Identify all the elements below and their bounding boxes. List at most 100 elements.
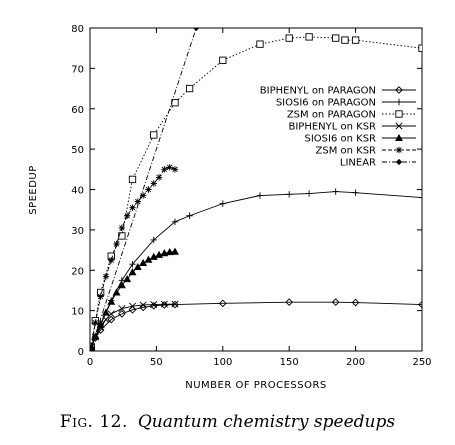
data-point-marker [139, 301, 147, 309]
data-point-marker [256, 192, 264, 199]
data-point-marker [108, 256, 115, 264]
legend-marker [395, 110, 403, 118]
y-tick-label: 80 [71, 24, 84, 35]
data-point-marker [112, 288, 121, 296]
legend-label: ZSM on KSR [316, 146, 377, 157]
data-point-marker [256, 40, 264, 48]
data-point-marker [332, 34, 340, 42]
data-point-marker [193, 28, 200, 32]
series-line [90, 28, 197, 351]
data-point-marker [171, 218, 179, 225]
data-point-marker [91, 332, 100, 340]
data-point-marker [107, 315, 116, 324]
speedup-chart: 0 50 100 150 200 250 0 10 20 30 40 50 60 70 80 NUMBER… [28, 24, 432, 391]
series-line [90, 301, 422, 348]
data-point-marker [123, 212, 131, 219]
data-point-marker [185, 84, 194, 93]
data-point-marker [332, 188, 339, 195]
data-point-marker [150, 301, 158, 309]
y-tick-label: 30 [71, 226, 84, 237]
data-point-marker [171, 247, 179, 255]
data-point-marker [171, 166, 179, 173]
data-point-marker [123, 275, 132, 283]
legend-marker [395, 122, 403, 130]
data-point-marker [139, 303, 147, 312]
data-point-marker [305, 33, 313, 41]
data-point-marker [102, 273, 110, 280]
data-point-marker [128, 302, 137, 310]
data-point-marker [418, 44, 422, 52]
data-point-marker [166, 164, 173, 171]
data-point-marker [118, 305, 126, 313]
figure-caption: Fig. 12. Quantum chemistry speedups [0, 412, 455, 432]
data-point-marker [129, 204, 136, 211]
x-tick-label: 100 [213, 357, 232, 368]
y-tick-label: 10 [71, 307, 84, 318]
legend-marker [395, 158, 403, 166]
data-point-marker [171, 300, 179, 309]
x-tick-label: 150 [280, 357, 299, 368]
data-point-marker [118, 232, 126, 240]
data-point-marker [305, 190, 313, 197]
legend-marker [395, 133, 403, 142]
data-point-marker [113, 240, 120, 248]
series-line [90, 303, 175, 348]
y-axis-title: SPEEDUP [28, 165, 39, 215]
series-3 [90, 300, 179, 351]
series-0 [90, 298, 422, 351]
data-point-marker [128, 175, 137, 184]
figure-title: Quantum chemistry speedups [137, 412, 396, 432]
legend-label: BIPHENYL on PARAGON [260, 86, 376, 97]
y-tick-label: 50 [71, 145, 84, 156]
legend-label: SIOSI6 on KSR [305, 134, 377, 145]
data-point-marker [286, 191, 293, 198]
data-point-marker [145, 186, 152, 193]
legend-label: SIOSI6 on PARAGON [276, 98, 376, 109]
series-line [90, 251, 176, 348]
x-tick-label: 0 [87, 357, 93, 368]
series-layer [90, 28, 422, 351]
x-axis-ticks: 0 50 100 150 200 250 [87, 28, 432, 368]
data-point-marker [418, 300, 422, 309]
y-tick-label: 0 [78, 347, 84, 358]
y-tick-label: 70 [71, 64, 84, 75]
data-point-marker [133, 262, 142, 271]
data-point-marker [144, 255, 153, 263]
data-point-marker [155, 174, 163, 181]
figure-label: Fig. 12. [59, 412, 128, 432]
y-tick-label: 40 [71, 186, 84, 197]
x-axis-title: NUMBER OF PROCESSORS [185, 380, 327, 391]
data-point-marker [161, 166, 168, 173]
data-point-marker [186, 212, 193, 219]
data-point-marker [139, 192, 147, 199]
data-point-marker [351, 298, 360, 307]
series-6 [90, 28, 200, 351]
legend-marker [395, 146, 403, 154]
data-point-marker [341, 36, 349, 44]
data-point-marker [96, 320, 105, 328]
series-2 [90, 33, 422, 351]
data-point-marker [351, 36, 360, 44]
data-point-marker [118, 224, 126, 232]
data-point-marker [150, 236, 157, 244]
legend-label: BIPHENYL on KSR [288, 122, 376, 133]
data-point-marker [160, 300, 168, 308]
data-point-marker [219, 200, 226, 207]
series-line [90, 36, 422, 348]
data-point-marker [97, 293, 104, 300]
legend-marker [395, 98, 403, 106]
data-point-marker [107, 297, 116, 305]
data-point-marker [165, 247, 174, 256]
data-point-marker [171, 300, 179, 308]
legend-marker [395, 86, 403, 94]
data-point-marker [150, 180, 157, 187]
data-point-marker [160, 249, 169, 257]
data-point-marker [129, 260, 136, 268]
data-point-marker [219, 56, 227, 64]
x-tick-label: 200 [346, 357, 365, 368]
data-point-marker [218, 299, 227, 308]
legend-label: ZSM on PARAGON [287, 110, 376, 121]
data-point-marker [117, 281, 126, 289]
data-point-marker [134, 198, 142, 205]
data-point-marker [352, 189, 359, 196]
